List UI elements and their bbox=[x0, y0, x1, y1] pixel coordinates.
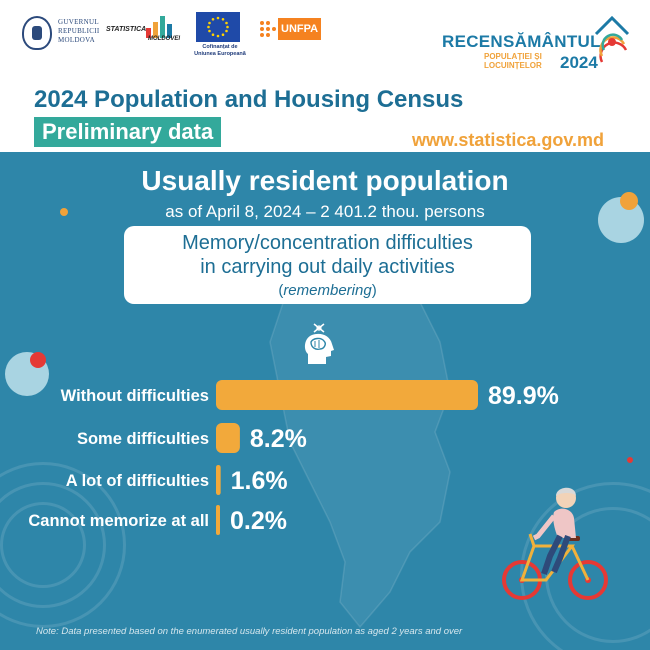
population-title: Usually resident population bbox=[141, 165, 509, 196]
topic-line-1: Memory/concentration difficulties bbox=[182, 232, 473, 254]
value-label: 8.2% bbox=[250, 425, 307, 453]
census-logo: RECENSĂMÂNTUL POPULAȚIEI ȘI LOCUINȚELOR … bbox=[442, 10, 632, 72]
preliminary-data-badge: Preliminary data bbox=[34, 117, 222, 147]
elderly-cyclist-illustration bbox=[502, 487, 608, 600]
brain-head-icon bbox=[304, 323, 334, 364]
eu-flag-icon bbox=[196, 12, 240, 42]
category-label: A lot of difficulties bbox=[66, 472, 209, 490]
bar bbox=[216, 423, 240, 453]
value-label: 0.2% bbox=[230, 507, 287, 535]
census-logo-year: 2024 bbox=[560, 53, 598, 72]
eu-caption-line-2: Uniunea Europeană bbox=[194, 51, 246, 57]
government-logo: GUVERNUL REPUBLICII MOLDOVA bbox=[22, 14, 122, 54]
deco-dot bbox=[30, 352, 46, 368]
statistica-text: STATISTICA bbox=[106, 26, 147, 33]
topic-paren-close: ) bbox=[371, 282, 377, 299]
census-logo-sub-1: POPULAȚIEI ȘI bbox=[484, 52, 542, 61]
deco-dot bbox=[620, 192, 638, 210]
eu-caption-line-1: Cofinanțat de bbox=[202, 44, 238, 50]
footnote: Note: Data presented based on the enumer… bbox=[36, 626, 463, 637]
gov-line-3: MOLDOVA bbox=[58, 36, 95, 44]
value-label: 89.9% bbox=[488, 382, 559, 410]
unfpa-dots-icon bbox=[258, 20, 278, 38]
census-logo-title: RECENSĂMÂNTUL bbox=[442, 32, 601, 51]
topic-line-3: (remembering) bbox=[124, 282, 531, 299]
value-label: 1.6% bbox=[231, 467, 288, 495]
website-link[interactable]: www.statistica.gov.md bbox=[412, 130, 605, 150]
page-title: 2024 Population and Housing Census bbox=[34, 86, 464, 113]
bar bbox=[216, 380, 478, 410]
deco-dot bbox=[627, 457, 633, 463]
topic-keyword: remembering bbox=[283, 282, 372, 299]
category-label: Cannot memorize at all bbox=[28, 512, 209, 530]
unfpa-text: UNFPA bbox=[278, 18, 322, 40]
statistica-logo: STATISTICA MOLDOVEI bbox=[106, 14, 181, 48]
topic-box: Memory/concentration difficulties in car… bbox=[124, 226, 531, 304]
category-label: Some difficulties bbox=[77, 430, 209, 448]
gov-line-1: GUVERNUL bbox=[58, 18, 99, 26]
bar bbox=[216, 505, 220, 535]
government-logo-text: GUVERNUL REPUBLICII MOLDOVA bbox=[58, 18, 100, 45]
deco-dot bbox=[60, 208, 68, 216]
bar bbox=[216, 465, 221, 495]
census-logo-sub-2: LOCUINȚELOR bbox=[484, 61, 542, 70]
fingerprint-deco bbox=[0, 502, 86, 588]
unfpa-logo: UNFPA bbox=[258, 18, 322, 40]
statistica-bars-icon bbox=[146, 16, 176, 38]
topic-paren-open: ( bbox=[278, 282, 284, 299]
topic-line-2: in carrying out daily activities bbox=[200, 256, 455, 278]
population-subtitle: as of April 8, 2024 – 2 401.2 thou. pers… bbox=[165, 202, 485, 221]
category-label: Without difficulties bbox=[61, 387, 209, 405]
gov-line-2: REPUBLICII bbox=[58, 27, 100, 35]
fingerprint-deco bbox=[0, 482, 106, 608]
coat-of-arms-icon bbox=[22, 16, 52, 50]
moldovei-text: MOLDOVEI bbox=[148, 36, 181, 42]
eu-caption: Cofinanțat de Uniunea Europeană bbox=[188, 44, 252, 58]
census-house-icon bbox=[594, 15, 630, 63]
header: GUVERNUL REPUBLICII MOLDOVA STATISTICA M… bbox=[0, 0, 650, 152]
